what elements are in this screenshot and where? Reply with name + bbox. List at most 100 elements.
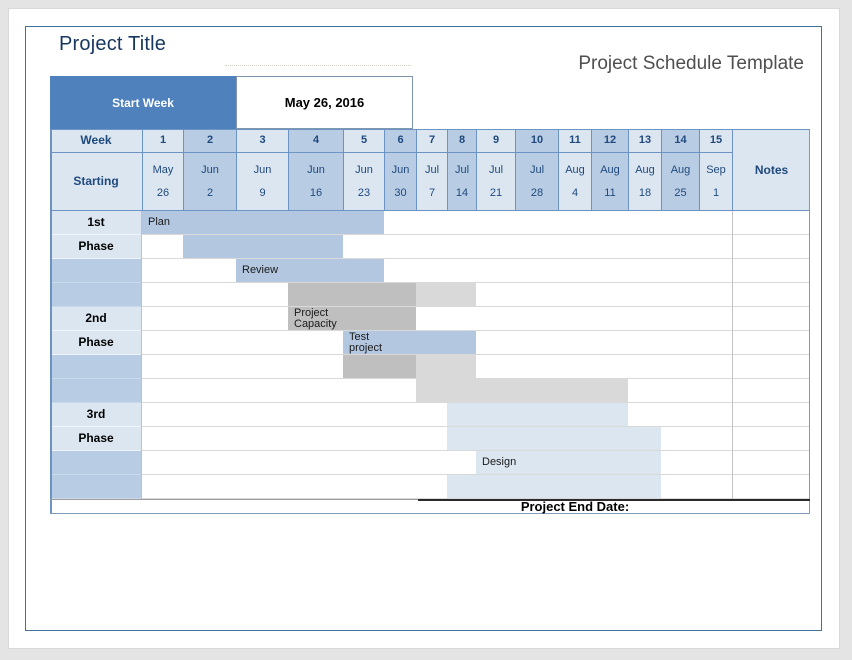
schedule-bar[interactable] — [447, 427, 661, 450]
timeline-row-cell[interactable] — [142, 331, 810, 355]
start-month: Jul — [424, 164, 440, 176]
task-bar-test[interactable]: Test project — [343, 331, 476, 354]
week-start-date-cell: Jun 9 — [236, 153, 288, 210]
week-start-date-cell: Jul 7 — [416, 153, 447, 210]
notes-column-divider — [732, 211, 733, 499]
schedule-bar[interactable] — [416, 355, 476, 378]
week-number-cell: 7 — [416, 129, 447, 153]
task-bar-label: Plan — [148, 216, 171, 228]
task-bar-project[interactable]: Project Capacity — [288, 307, 416, 330]
start-month: Jul — [454, 164, 470, 176]
notes-header-cell: Notes — [732, 129, 810, 210]
notes-cell[interactable] — [733, 283, 809, 306]
page-border-frame — [25, 26, 822, 631]
week-number-cell: 15 — [699, 129, 732, 153]
header-top-border — [50, 129, 810, 130]
start-week-label: Start Week — [112, 95, 174, 110]
start-day: 7 — [428, 187, 436, 199]
start-month: Jun — [307, 164, 325, 176]
phase-label-cell: 1st — [50, 211, 142, 235]
start-day: 11 — [604, 187, 616, 199]
notes-cell[interactable] — [733, 427, 809, 450]
phase-label-cell — [50, 451, 142, 475]
notes-cell[interactable] — [733, 259, 809, 282]
task-bar-label: Review — [242, 264, 279, 276]
start-day: 1 — [712, 187, 720, 199]
notes-cell[interactable] — [733, 379, 809, 402]
notes-cell[interactable] — [733, 475, 809, 498]
week-number-cell: 6 — [384, 129, 416, 153]
start-day: 21 — [489, 187, 503, 199]
schedule-bar[interactable] — [447, 403, 628, 426]
schedule-bar[interactable] — [183, 235, 343, 258]
template-title: Project Schedule Template — [578, 53, 804, 74]
notes-header-label: Notes — [754, 162, 789, 177]
starting-header-label-cell: Starting — [50, 153, 142, 210]
start-day: 28 — [530, 187, 544, 199]
week-start-date-cell: Jun 30 — [384, 153, 416, 210]
timeline-row-cell[interactable] — [142, 283, 810, 307]
phase-label-cell: Phase — [50, 235, 142, 259]
task-bar-review[interactable]: Review — [236, 259, 384, 282]
notes-cell[interactable] — [733, 235, 809, 258]
end-row-top-border-gray — [50, 499, 418, 500]
week-number-cell: 9 — [476, 129, 515, 153]
week-number-cell: 2 — [183, 129, 236, 153]
week-number-cell: 14 — [661, 129, 699, 153]
start-month: Aug — [600, 164, 620, 176]
start-month: Aug — [565, 164, 585, 176]
phase-label-cell — [50, 283, 142, 307]
table-right-border — [809, 129, 810, 513]
header-bottom-border — [50, 210, 810, 211]
week-number-cell: 8 — [447, 129, 476, 153]
notes-cell[interactable] — [733, 307, 809, 330]
week-start-date-cell: Aug 11 — [591, 153, 628, 210]
week-number-cell: 4 — [288, 129, 343, 153]
week-start-date-cell: Jun 2 — [183, 153, 236, 210]
phase-label-cell — [50, 475, 142, 499]
schedule-bar[interactable] — [447, 475, 661, 498]
phase-label-cell: Phase — [50, 427, 142, 451]
week-start-date-cell: Jul 14 — [447, 153, 476, 210]
start-day: 25 — [674, 187, 687, 199]
week-header-label-cell: Week — [50, 129, 142, 153]
start-month: Aug — [635, 164, 655, 176]
schedule-bar[interactable] — [343, 355, 416, 378]
notes-cell[interactable] — [733, 403, 809, 426]
notes-cell[interactable] — [733, 331, 809, 354]
table-bottom-border — [50, 513, 810, 514]
schedule-bar[interactable] — [416, 379, 628, 402]
schedule-bar[interactable] — [416, 283, 476, 306]
week-number-cell: 10 — [515, 129, 558, 153]
timeline-row-cell[interactable] — [142, 307, 810, 331]
start-month: Aug — [670, 164, 691, 176]
start-week-value: May 26, 2016 — [284, 95, 365, 110]
notes-cell[interactable] — [733, 211, 809, 234]
week-start-date-cell: Jun 16 — [288, 153, 343, 210]
task-bar-plan[interactable]: Plan — [142, 211, 384, 234]
start-day: 30 — [394, 187, 407, 199]
project-end-date-label: Project End Date: — [520, 499, 630, 514]
notes-cell[interactable] — [733, 355, 809, 378]
schedule-bar[interactable] — [288, 283, 416, 306]
week-number-cell: 13 — [628, 129, 661, 153]
timeline-row-cell[interactable] — [142, 355, 810, 379]
week-start-date-cell: Sep 1 — [699, 153, 732, 210]
start-month: Jun — [253, 164, 272, 176]
task-bar-label: Test project — [349, 330, 383, 354]
start-month: Jun — [201, 164, 219, 176]
task-bar-design[interactable]: Design — [476, 451, 661, 474]
page-break-dotted-line — [225, 65, 411, 66]
task-bar-label: Design — [482, 456, 517, 468]
task-bar-label: Project Capacity — [294, 306, 337, 330]
week-number-cell: 3 — [236, 129, 288, 153]
week-number-cell: 1 — [142, 129, 183, 153]
week-number-cell: 12 — [591, 129, 628, 153]
end-row-top-border-black — [418, 499, 810, 501]
start-day: 2 — [206, 187, 214, 199]
start-day: 23 — [357, 187, 371, 199]
notes-cell[interactable] — [733, 451, 809, 474]
start-week-date-cell[interactable]: May 26, 2016 — [236, 76, 413, 129]
week-start-date-cell: Jun 23 — [343, 153, 384, 210]
